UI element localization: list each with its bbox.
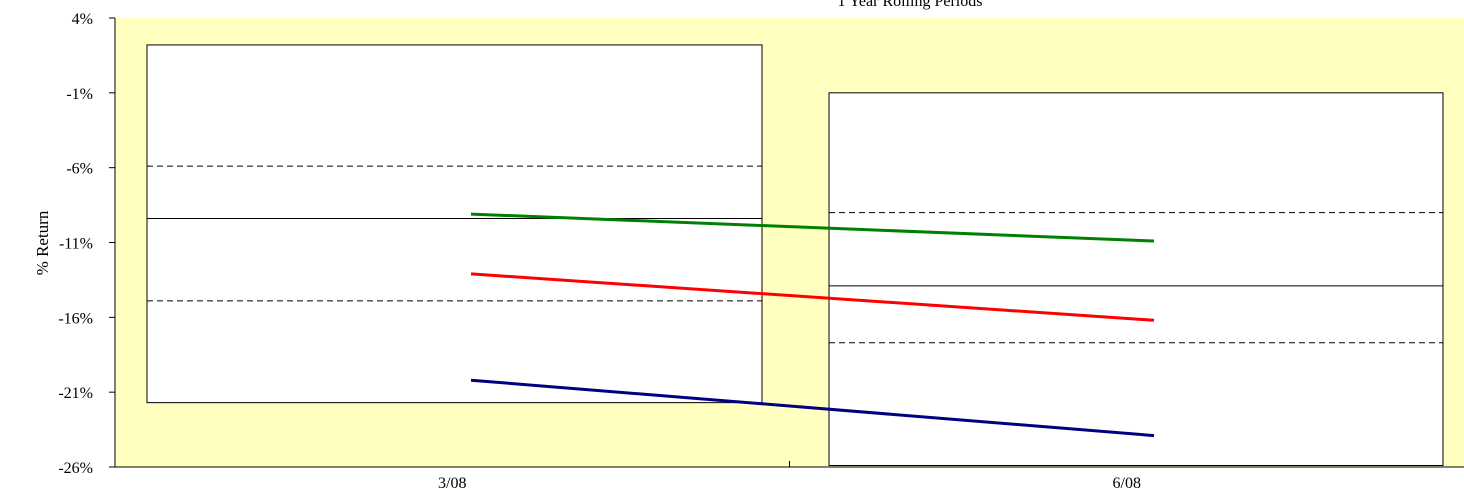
y-tick-label: -1%	[66, 86, 93, 103]
box-range-0	[147, 45, 762, 403]
x-tick-label: 3/08	[438, 475, 466, 492]
y-axis: 4% -1% -6% -11% -16% -21% -26%	[58, 11, 115, 477]
y-tick-label: -11%	[59, 236, 93, 253]
y-tick-label: 4%	[72, 11, 93, 28]
y-axis-label: % Return	[33, 210, 52, 275]
x-tick-label: 6/08	[1113, 475, 1141, 492]
y-tick-label: -26%	[58, 460, 93, 477]
y-tick-label: -16%	[58, 310, 93, 327]
chart-title: 1 Year Rolling Periods	[838, 0, 983, 10]
y-tick-label: -21%	[58, 385, 93, 402]
box-range-1	[829, 93, 1443, 466]
y-tick-label: -6%	[66, 161, 93, 178]
